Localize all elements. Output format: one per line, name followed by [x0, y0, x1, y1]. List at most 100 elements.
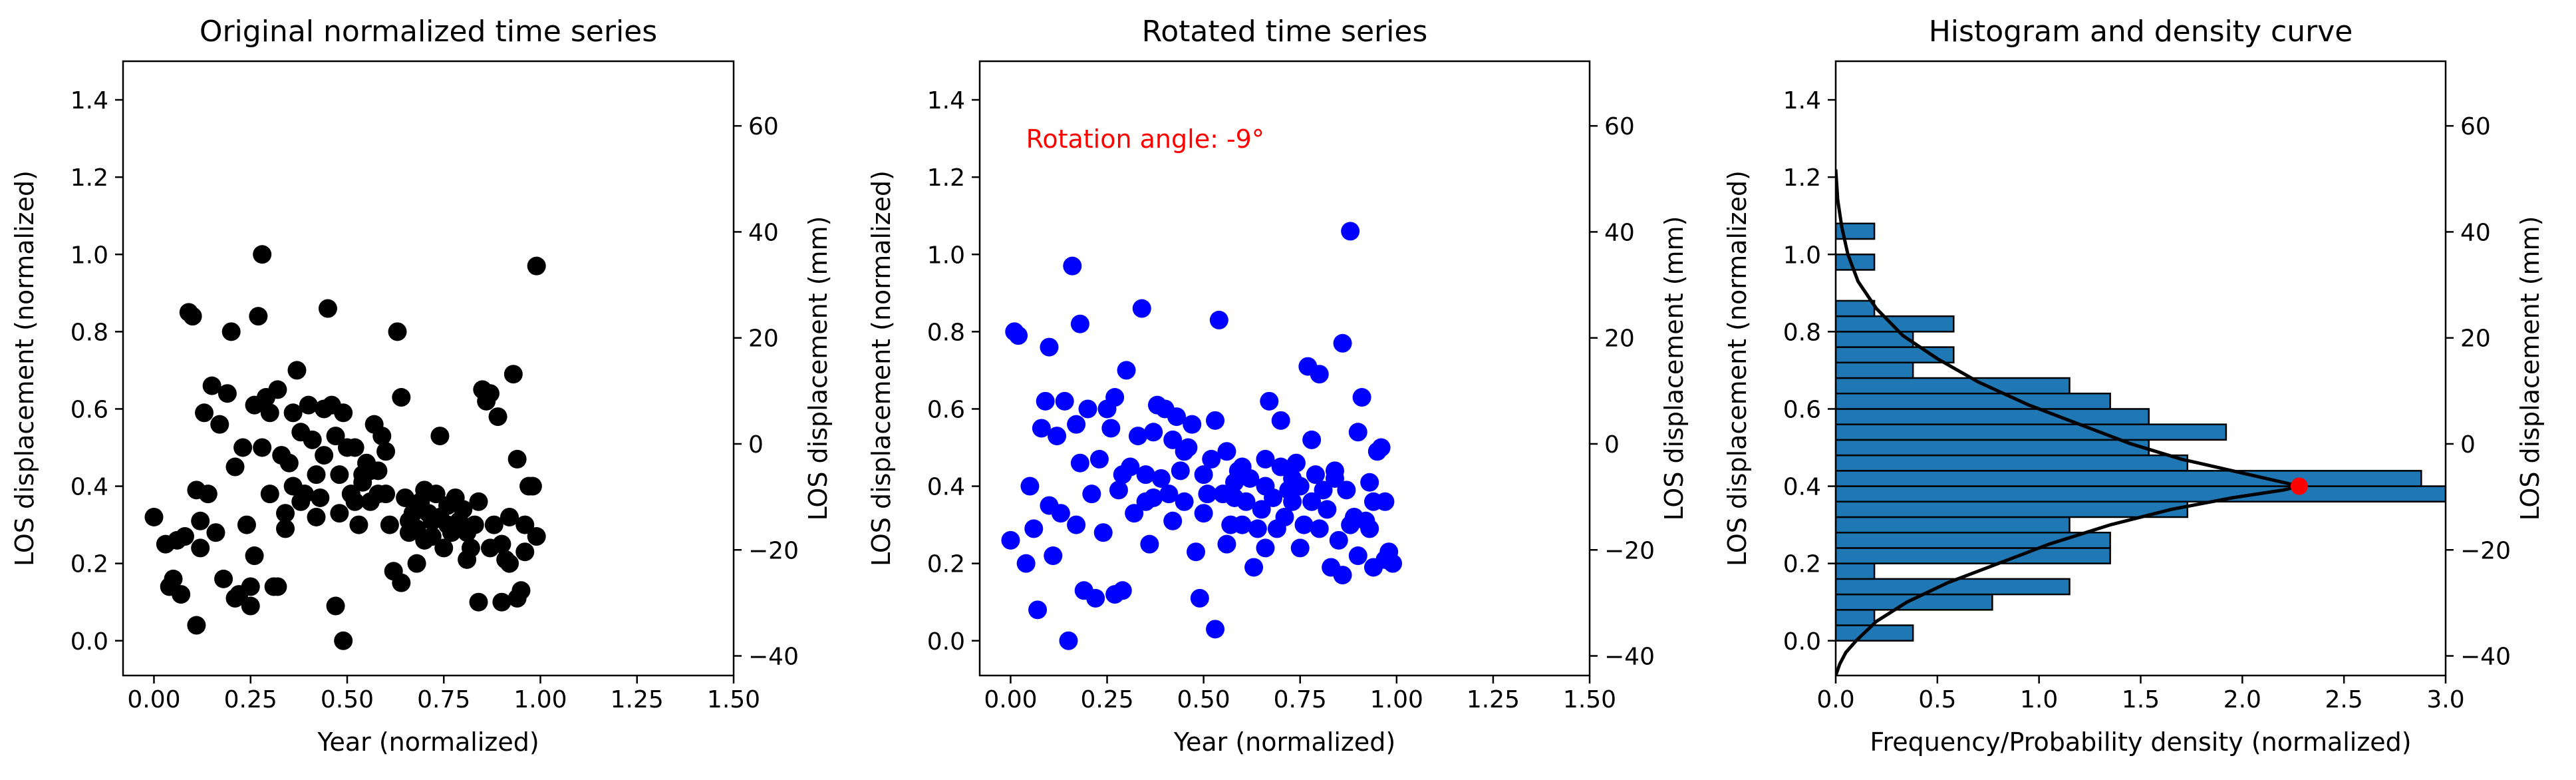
chart-title: Rotated time series [1142, 15, 1428, 49]
scatter-point [469, 492, 488, 511]
y-tick-label: 1.4 [927, 87, 965, 114]
y-right-tick-label: −20 [1604, 537, 1655, 564]
scatter-point [396, 488, 415, 507]
histogram-bar [1836, 547, 2111, 564]
y-tick-label: 0.2 [71, 551, 108, 578]
y-tick-label: 1.4 [71, 87, 108, 114]
scatter-point [480, 538, 500, 558]
scatter-point [318, 299, 337, 318]
y-axis-right-label: LOS displacement (mm) [2515, 216, 2545, 521]
scatter-point [1132, 299, 1151, 318]
scatter-point [1070, 314, 1089, 333]
y-right-tick-label: 60 [748, 113, 779, 140]
scatter-point [260, 485, 279, 504]
scatter-point [315, 399, 334, 419]
scatter-point [249, 307, 268, 326]
scatter-point [245, 546, 264, 566]
scatter-point [1302, 430, 1322, 449]
x-tick-label: 0.25 [1080, 686, 1133, 713]
panel-original-time-series: 0.00 0.25 0.50 0.75 1.00 1.25 1.500.00.20.40.6… [10, 15, 833, 757]
scatter-point [1001, 530, 1020, 550]
x-axis-label: Frequency/Probability density (normalize… [1870, 727, 2411, 757]
scatter-point [221, 322, 241, 341]
histogram-bar [1836, 254, 1876, 271]
scatter-point [1271, 411, 1290, 430]
scatter-point [1036, 391, 1055, 411]
scatter-point [1032, 419, 1051, 438]
scatter-point [276, 504, 295, 523]
scatter-point [1290, 538, 1310, 558]
y-right-tick-label: 0 [2460, 431, 2476, 459]
histogram-bar [1836, 454, 2189, 472]
scatter-point [1341, 222, 1360, 241]
scatter-point [1140, 534, 1159, 554]
scatter-point [1144, 423, 1163, 442]
y-tick-label: 1.0 [71, 242, 108, 269]
scatter-point [426, 485, 446, 504]
scatter-point [1175, 492, 1194, 511]
plot-area: 0.0 0.5 1.0 1.5 2.0 2.5 3.0 0.0 0.2 0.4 0.6 0.8 1.0 1… [1783, 60, 2511, 713]
scatter-point [1067, 415, 1086, 434]
scatter-point [1360, 519, 1379, 538]
scatter-point [1337, 481, 1356, 500]
scatter-point [172, 585, 191, 604]
scatter-point [195, 403, 214, 423]
scatter-point [492, 592, 511, 612]
scatter-point [480, 384, 500, 403]
scatter-point [368, 461, 388, 481]
x-tick-label: 0.25 [224, 686, 277, 713]
scatter-point [326, 596, 345, 616]
scatter-point [1183, 415, 1202, 434]
scatter-point [345, 492, 364, 511]
panel-histogram-density: 0.0 0.5 1.0 1.5 2.0 2.5 3.0 0.0 0.2 0.4 0.6 0.8 1.0 1… [1723, 15, 2545, 757]
scatter-point [295, 485, 315, 504]
scatter-point [1128, 427, 1147, 446]
scatter-point [1040, 337, 1059, 357]
scatter-point [1028, 600, 1048, 620]
scatter-point [438, 515, 458, 534]
y-tick-label: 0.8 [71, 319, 108, 346]
scatter-point [1190, 588, 1209, 608]
scatter-point [1325, 461, 1344, 481]
scatter-point [1198, 485, 1217, 504]
chart-title: Original normalized time series [200, 15, 657, 49]
scatter-point [1109, 481, 1128, 500]
x-tick-label: 0.75 [417, 686, 470, 713]
x-tick-label: 1.50 [1563, 686, 1616, 713]
scatter-point [1125, 504, 1144, 523]
scatter-point [500, 507, 519, 526]
rotation-angle-annotation: Rotation angle: -9° [1026, 124, 1264, 154]
scatter-point [1078, 399, 1097, 419]
scatter-point [1113, 581, 1132, 600]
x-tick-label: 0.0 [1816, 686, 1854, 713]
scatter-point [1286, 453, 1306, 473]
scatter-point [372, 427, 392, 446]
y-tick-label: 1.2 [1783, 164, 1821, 192]
scatter-point [191, 538, 210, 558]
scatter-point [1264, 488, 1283, 507]
scatter-point [202, 376, 221, 395]
y-tick-label: 1.4 [1783, 87, 1821, 114]
y-axis-right-label: LOS displacement (mm) [803, 216, 833, 521]
y-right-tick-label: 20 [1604, 325, 1635, 353]
scatter-point [287, 361, 307, 380]
y-right-tick-label: 0 [748, 431, 764, 459]
y-tick-label: 0.6 [71, 396, 108, 423]
scatter-point [1310, 519, 1329, 538]
y-right-tick-label: 20 [748, 325, 779, 353]
x-tick-label: 0.00 [127, 686, 180, 713]
scatter-point [511, 581, 531, 600]
scatter-point [1232, 515, 1252, 534]
x-tick-label: 1.00 [1370, 686, 1423, 713]
x-tick-label: 0.5 [1918, 686, 1956, 713]
scatter-point [415, 530, 434, 550]
scatter-point [523, 477, 542, 496]
histogram-bar [1836, 562, 1876, 580]
scatter-point [1051, 504, 1070, 523]
scatter-point [1217, 442, 1236, 461]
y-right-tick-label: 60 [1604, 113, 1635, 140]
scatter-point [237, 515, 256, 534]
y-axis-label: LOS displacement (normalized) [867, 170, 896, 566]
scatter-point [334, 403, 353, 423]
scatter-point [1144, 488, 1163, 507]
